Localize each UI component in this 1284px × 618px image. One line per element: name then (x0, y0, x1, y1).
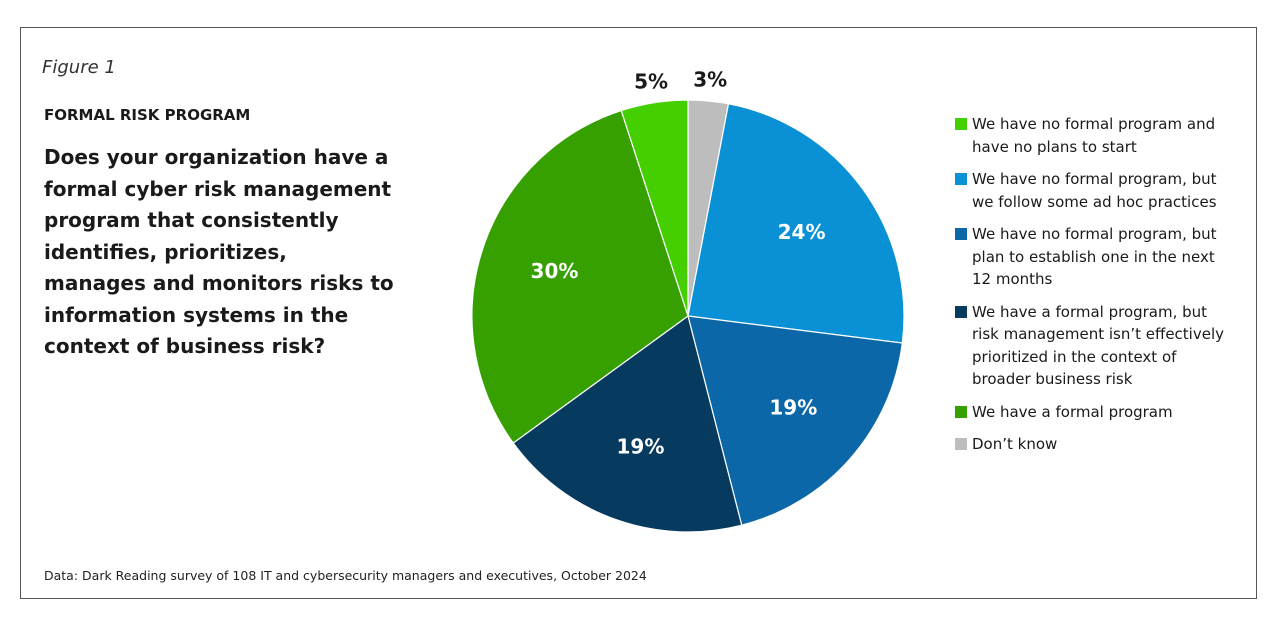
slice-label: 19% (617, 435, 665, 459)
legend-item: We have a formal program, but risk manag… (955, 301, 1225, 391)
legend-item: We have no formal program, but we follow… (955, 168, 1225, 213)
legend-label: Don’t know (972, 435, 1058, 453)
legend: We have no formal program and have no pl… (955, 113, 1225, 466)
figure-label: Figure 1 (42, 57, 116, 78)
legend-swatch (955, 228, 967, 240)
legend-label: We have no formal program, but we follow… (972, 170, 1217, 211)
pie-slice (512, 314, 743, 533)
slice-label: 19% (769, 395, 817, 419)
source: Data: Dark Reading survey of 108 IT and … (44, 568, 647, 583)
legend-swatch (955, 118, 967, 130)
legend-item: We have a formal program (955, 401, 1225, 424)
legend-item: Don’t know (955, 433, 1225, 456)
slice-label: 24% (778, 220, 826, 244)
chart-title: FORMAL RISK PROGRAM (44, 106, 251, 124)
pie-slice (687, 315, 903, 526)
legend-label: We have a formal program, but risk manag… (972, 302, 1224, 389)
legend-swatch (955, 438, 967, 450)
legend-label: We have no formal program and have no pl… (972, 115, 1216, 156)
frame (20, 27, 1257, 599)
slice-label: 5% (634, 69, 668, 93)
chart-subtitle: Does your organization have a formal cyb… (44, 145, 394, 358)
legend-item: We have no formal program, but plan to e… (955, 223, 1225, 291)
pie-slice (687, 103, 905, 344)
slice-label: 3% (693, 68, 727, 92)
legend-swatch (955, 173, 967, 185)
pie-slice (471, 109, 689, 444)
legend-swatch (955, 405, 967, 418)
slice-label: 30% (531, 259, 579, 283)
legend-label: We have a formal program (972, 402, 1173, 421)
legend-label: We have no formal program, but plan to e… (972, 225, 1217, 288)
legend-swatch (955, 305, 967, 318)
legend-item: We have no formal program and have no pl… (955, 113, 1225, 158)
pie-slice (620, 99, 689, 317)
